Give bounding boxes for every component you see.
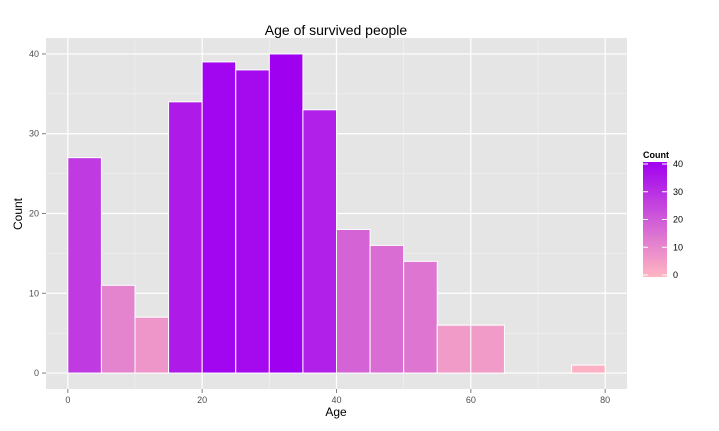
bars bbox=[67, 53, 606, 374]
legend-tick-label: 40 bbox=[673, 159, 683, 169]
histogram-bar bbox=[403, 260, 438, 374]
x-tick-label: 40 bbox=[331, 395, 341, 405]
x-axis-label: Age bbox=[325, 405, 347, 419]
histogram-bar bbox=[436, 324, 472, 374]
x-axis: 0 20 40 60 80 bbox=[65, 389, 610, 405]
histogram-bar bbox=[470, 324, 505, 374]
chart-title: Age of survived people bbox=[265, 22, 408, 38]
x-tick-label: 20 bbox=[197, 395, 207, 405]
histogram-bar bbox=[571, 364, 606, 374]
x-tick-label: 0 bbox=[65, 395, 70, 405]
x-tick-label: 80 bbox=[600, 395, 610, 405]
y-axis-label: Count bbox=[11, 197, 25, 230]
x-tick-label: 60 bbox=[466, 395, 476, 405]
y-tick-label: 40 bbox=[29, 49, 39, 59]
legend: Count 0 10 20 30 40 bbox=[643, 150, 683, 280]
y-tick-label: 20 bbox=[29, 209, 39, 219]
histogram-bar bbox=[168, 101, 203, 374]
histogram-bar bbox=[201, 61, 237, 374]
legend-ticks: 0 10 20 30 40 bbox=[643, 159, 683, 280]
histogram-bar bbox=[369, 244, 405, 374]
histogram-bar bbox=[336, 228, 371, 374]
histogram-bar bbox=[67, 157, 102, 374]
legend-tick-label: 0 bbox=[673, 270, 678, 280]
histogram-bar bbox=[302, 109, 338, 374]
legend-tick-label: 30 bbox=[673, 187, 683, 197]
histogram-bar bbox=[235, 69, 270, 374]
histogram-bar bbox=[134, 316, 170, 374]
y-tick-label: 10 bbox=[29, 288, 39, 298]
y-tick-label: 0 bbox=[34, 368, 39, 378]
legend-tick-label: 10 bbox=[673, 242, 683, 252]
histogram-bar bbox=[268, 53, 304, 374]
legend-title: Count bbox=[643, 150, 669, 160]
y-axis: 0 10 20 30 40 bbox=[29, 49, 46, 378]
legend-tick-label: 20 bbox=[673, 215, 683, 225]
histogram-bar bbox=[100, 284, 136, 374]
y-tick-label: 30 bbox=[29, 129, 39, 139]
